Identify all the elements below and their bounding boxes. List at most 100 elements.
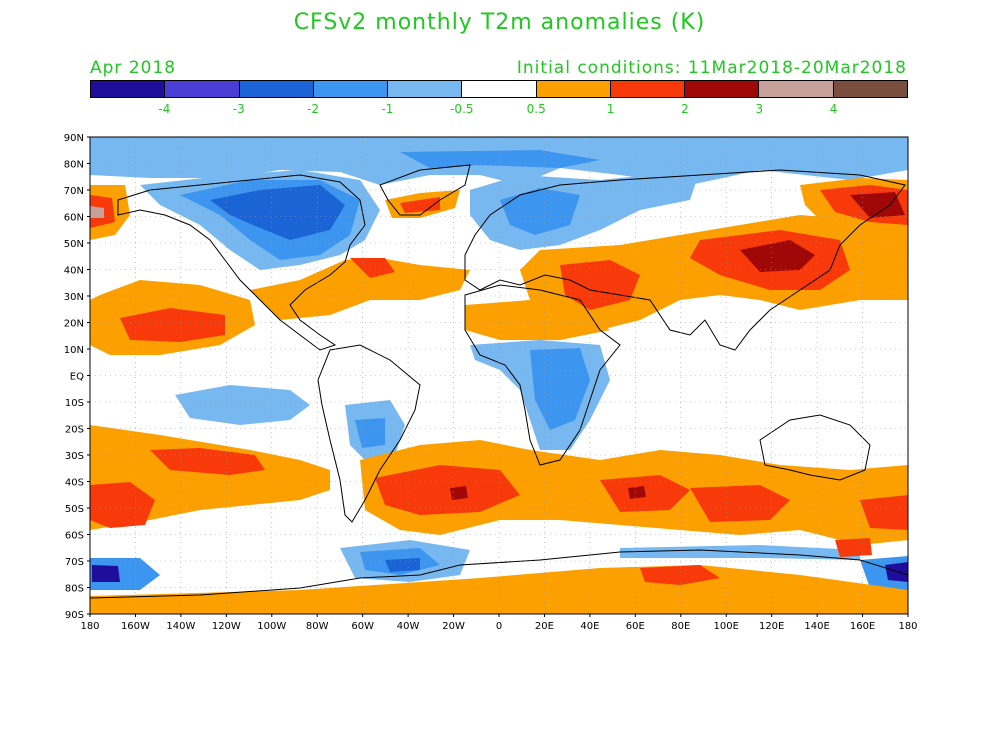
latitude-label: 20S bbox=[65, 425, 84, 436]
longitude-label: 180 bbox=[898, 621, 917, 632]
south-america-coastline bbox=[317, 344, 421, 523]
forecast-month-label: Apr 2018 bbox=[90, 58, 177, 78]
indian-ocean-warm-peak bbox=[628, 486, 646, 499]
southern-ocean-warm-core bbox=[835, 538, 872, 557]
colorbar-swatch bbox=[313, 81, 389, 97]
colorbar-swatch bbox=[833, 81, 907, 97]
colorbar-swatch bbox=[759, 81, 834, 97]
chart-title: CFSv2 monthly T2m anomalies (K) bbox=[293, 10, 706, 35]
colorbar bbox=[90, 80, 908, 98]
latitude-label: 90S bbox=[65, 610, 84, 621]
colorbar-tick-label: 3 bbox=[755, 102, 764, 116]
south-pacific-warm-west bbox=[90, 482, 155, 528]
longitude-label: 60W bbox=[351, 621, 374, 632]
latitude-label: EQ bbox=[70, 372, 84, 383]
south-america-cold-core bbox=[355, 418, 385, 448]
africa-coastline bbox=[464, 284, 621, 466]
longitude-label: 80W bbox=[306, 621, 329, 632]
north-america-cold-core bbox=[210, 185, 345, 240]
longitude-label: 40W bbox=[397, 621, 420, 632]
longitude-label: 160E bbox=[850, 621, 875, 632]
colorbar-swatch bbox=[91, 81, 166, 97]
tropical-atlantic-warm bbox=[465, 300, 610, 340]
north-pacific-warm-core bbox=[120, 308, 225, 342]
latitude-label: 60S bbox=[65, 531, 84, 542]
colorbar-swatch bbox=[610, 81, 686, 97]
colorbar-tick-label: 1 bbox=[606, 102, 615, 116]
greenland-coastline bbox=[379, 164, 471, 216]
latitude-label: 50S bbox=[65, 504, 84, 515]
alaska-warm-peak bbox=[90, 206, 104, 218]
longitude-label: 20W bbox=[442, 621, 465, 632]
latitude-label: 70N bbox=[64, 186, 84, 197]
longitude-label: 100W bbox=[257, 621, 286, 632]
latitude-label: 80N bbox=[64, 160, 84, 171]
longitude-label: 20E bbox=[535, 621, 554, 632]
colorbar-tick-label: -1 bbox=[381, 102, 394, 116]
africa-cold-core bbox=[530, 348, 590, 430]
longitude-label: 140W bbox=[166, 621, 195, 632]
australia-coastline bbox=[759, 414, 871, 481]
colorbar-swatch bbox=[388, 81, 463, 97]
south-atlantic-warm-core bbox=[375, 465, 520, 515]
longitude-label: 120E bbox=[759, 621, 784, 632]
antarctic-warm-core bbox=[640, 565, 720, 585]
longitude-label: 80E bbox=[671, 621, 690, 632]
colorbar-tick-label: -2 bbox=[307, 102, 320, 116]
colorbar-swatch bbox=[239, 81, 314, 97]
europe-cold-core bbox=[500, 188, 580, 235]
latitude-labels: 90N 80N 70N 60N 50N 40N 30N 20N 10N EQ 10S 20S 30S 40… bbox=[64, 133, 90, 621]
longitude-labels: 180 160W 140W 120W 100W 80W 60W 40W 20W 0 20E 40E 60… bbox=[80, 614, 918, 632]
north-atlantic-warm bbox=[250, 258, 470, 320]
longitude-label: 120W bbox=[212, 621, 241, 632]
antarctic-cold-core-east bbox=[885, 562, 908, 582]
south-pacific-east-warm-core bbox=[860, 495, 908, 530]
longitude-label: 60E bbox=[626, 621, 645, 632]
initial-conditions-label: Initial conditions: 11Mar2018-20Mar2018 bbox=[516, 58, 907, 78]
gulf-stream-warm-core bbox=[350, 258, 395, 278]
longitude-label: 180 bbox=[80, 621, 99, 632]
colorbar-swatch bbox=[165, 81, 240, 97]
colorbar-tick-label: 4 bbox=[829, 102, 838, 116]
latitude-label: 50N bbox=[64, 239, 84, 250]
longitude-label: 0 bbox=[496, 621, 502, 632]
longitude-label: 140E bbox=[804, 621, 829, 632]
latitude-label: 70S bbox=[65, 557, 84, 568]
longitude-label: 40E bbox=[580, 621, 599, 632]
latitude-label: 10S bbox=[65, 398, 84, 409]
latitude-label: 30N bbox=[64, 292, 84, 303]
colorbar-tick-label: 2 bbox=[681, 102, 689, 116]
latitude-label: 60N bbox=[64, 213, 84, 224]
coastlines bbox=[90, 164, 908, 599]
colorbar-swatch bbox=[536, 81, 611, 97]
colorbar-swatch bbox=[685, 81, 760, 97]
latitude-label: 30S bbox=[65, 451, 84, 462]
asia-warm-core bbox=[740, 240, 815, 272]
south-pacific-warm-core bbox=[150, 448, 265, 475]
latitude-label: 90N bbox=[64, 133, 84, 144]
antarctic-cold-core-pacific bbox=[92, 565, 120, 582]
colorbar-tick-label: -3 bbox=[232, 102, 245, 116]
longitude-label: 100E bbox=[714, 621, 739, 632]
latitude-label: 80S bbox=[65, 584, 84, 595]
longitude-label: 160W bbox=[121, 621, 150, 632]
latitude-label: 40N bbox=[64, 266, 84, 277]
latitude-label: 10N bbox=[64, 345, 84, 356]
south-atlantic-warm-peak bbox=[450, 486, 468, 500]
colorbar-tick-label: -0.5 bbox=[450, 102, 474, 116]
colorbar-tick-label: -4 bbox=[158, 102, 171, 116]
latitude-label: 20N bbox=[64, 319, 84, 330]
antarctica-coastline bbox=[90, 549, 908, 599]
tropical-pacific-cold bbox=[175, 385, 310, 425]
siberia-warm-core bbox=[850, 192, 905, 218]
colorbar-tick-label: 0.5 bbox=[526, 102, 546, 116]
antarctic-cold-dark-west bbox=[385, 558, 420, 572]
eurasia-coastline bbox=[464, 169, 906, 351]
south-indian-warm-core bbox=[690, 485, 790, 522]
latitude-label: 40S bbox=[65, 478, 84, 489]
north-america-coastline bbox=[117, 174, 366, 351]
greenland-warm-core bbox=[400, 197, 440, 213]
colorbar-swatch bbox=[462, 81, 537, 97]
middle-east-warm bbox=[560, 260, 640, 310]
